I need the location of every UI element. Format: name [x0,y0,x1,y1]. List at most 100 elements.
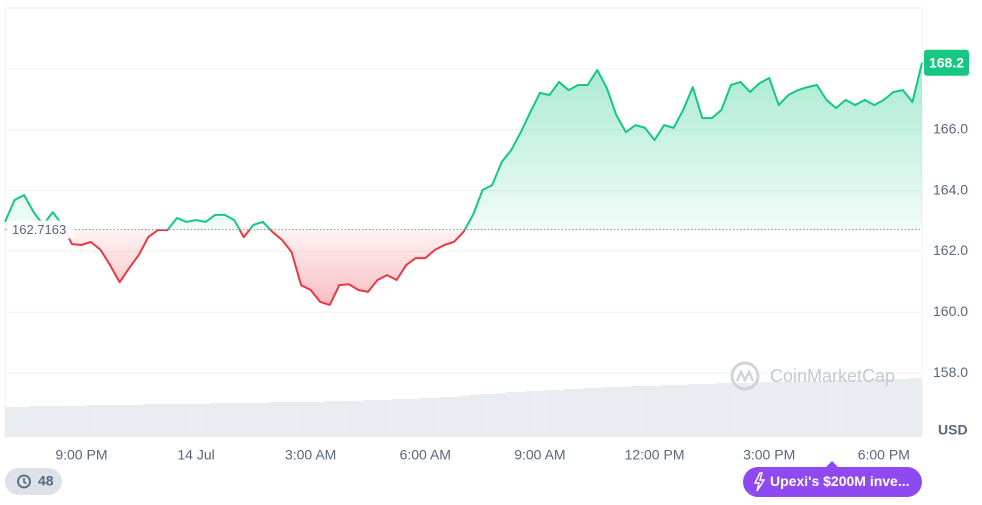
volume-bar [38,406,48,437]
volume-bar [707,384,717,437]
volume-bar [477,394,488,437]
volume-bar [124,405,134,437]
area-down [64,229,465,305]
volume-bar [917,378,922,437]
volume-bar [773,382,784,437]
volume-bar [649,386,660,437]
x-tick-label: 12:00 PM [625,447,685,463]
volume-bar [611,387,622,437]
volume-bar [286,402,297,437]
volume-bar [563,389,574,437]
volume-bar [162,404,173,437]
y-tick-label: 164.0 [933,181,968,197]
volume-bar [114,405,125,437]
baseline-label: 162.7163 [12,222,66,237]
volume-bar [602,387,612,437]
volume-bar [143,404,154,437]
volume-bar [888,379,899,437]
x-tick-label: 6:00 AM [400,447,451,463]
x-tick-label: 3:00 PM [743,447,795,463]
volume-bar [487,394,497,437]
volume-bar [430,398,440,437]
volume-bar [793,381,803,437]
volume-bar [210,403,220,437]
volume-bar [219,403,230,437]
volume-bar [659,385,669,437]
news-text: Upexi's $200M inve... [770,473,910,489]
volume-bar [47,406,58,437]
volume-bar [181,404,192,437]
x-tick-label: 6:00 PM [858,447,910,463]
volume-bar [267,402,278,437]
volume-bar [324,401,335,437]
area-up [5,62,922,230]
volume-bar [554,390,564,437]
y-tick-label: 166.0 [933,120,968,136]
x-tick-label: 3:00 AM [285,447,336,463]
volume-bar [200,404,211,437]
volume-bar [191,404,201,437]
volume-bar [105,405,115,437]
volume-bar [19,407,29,437]
volume-bar [745,383,755,437]
volume-bar [869,379,880,437]
volume-bar [496,393,507,437]
volume-bar [315,402,325,437]
volume-bar [420,398,431,437]
volume-bar [640,386,650,437]
volume-bar [401,399,411,437]
volume-bar [525,391,536,437]
volume-bar [363,400,373,437]
history-badge[interactable]: 48 [5,468,62,495]
volume-bar [754,382,765,437]
volume-bar [859,380,870,437]
volume-bar [821,381,832,437]
volume-bar [277,402,287,437]
volume-bar [630,386,641,437]
volume-bar [840,380,851,437]
volume-bar [592,388,603,437]
volume-bar [687,384,698,437]
volume-bar [28,406,39,437]
volume-bar [850,380,860,437]
volume-bar [697,384,708,437]
volume-bar [382,400,392,437]
volume-bar [516,392,526,437]
volume-bar [229,403,240,437]
volume-bar [831,380,841,437]
price-badge [924,49,969,76]
volume-bar [582,388,593,437]
volume-bar [439,397,450,437]
volume-bar [716,383,727,437]
volume-bar [344,401,354,437]
volume-bar [133,405,144,437]
volume-bar [802,381,813,437]
y-tick-label: 158.0 [933,364,968,380]
volume-bar [391,399,402,437]
x-tick-label: 14 Jul [177,447,214,463]
volume-bar [573,389,583,437]
volume-bar [95,405,106,437]
volume-bar [735,383,746,437]
y-tick-label: 162.0 [933,242,968,258]
volume-bar [544,390,555,437]
volume-bar [372,400,383,437]
volume-bar [258,403,268,437]
volume-bar [410,399,421,437]
price-line-down [63,229,466,306]
volume-bar [9,407,20,437]
volume-bar [764,382,774,437]
volume-bar [296,402,306,437]
unit-label: USD [938,422,968,438]
volume-bar [353,401,364,437]
volume-bar [907,378,918,437]
volume-bar [153,404,163,437]
news-pill[interactable]: Upexi's $200M inve... [743,461,922,497]
volume-bar [726,383,736,437]
volume-bar [668,385,679,437]
volume-bar [248,403,259,437]
watermark-text: CoinMarketCap [770,366,895,386]
volume-bar [879,379,889,437]
volume-bar [449,397,459,437]
